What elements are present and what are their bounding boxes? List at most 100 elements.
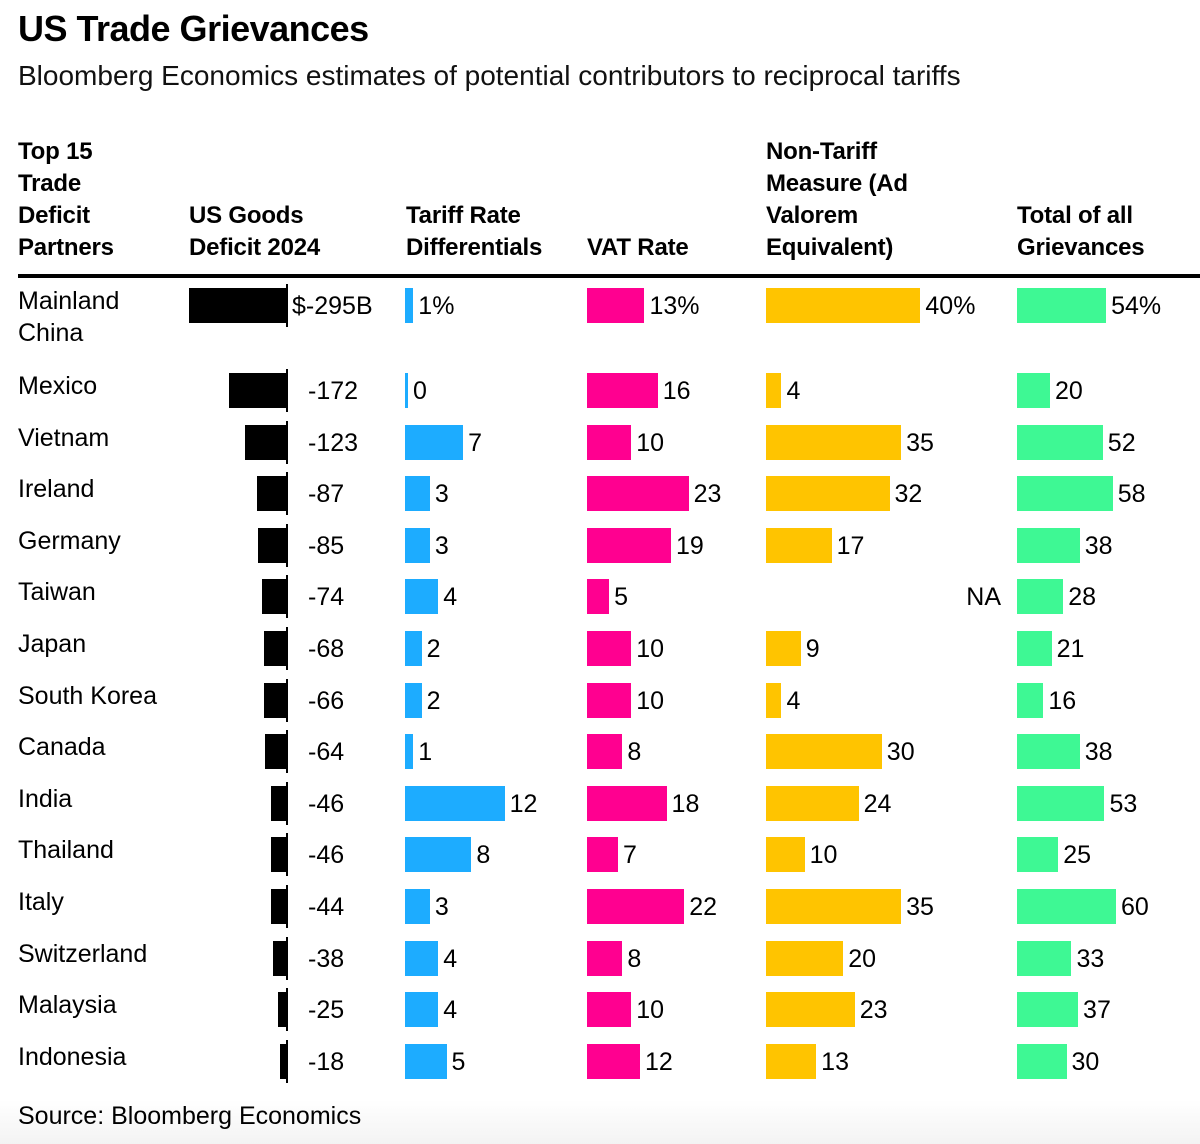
total-bar (1017, 288, 1107, 323)
vat-bar (587, 837, 618, 873)
partner-label: Japan (18, 630, 87, 658)
total-value-label: 33 (1076, 944, 1105, 973)
tariff-value-label: 8 (476, 841, 491, 870)
ntm-bar (766, 1043, 817, 1079)
deficit-axis-line (286, 988, 288, 1032)
vat-bar (587, 682, 632, 718)
total-value-label: 16 (1048, 686, 1077, 715)
total-value-label: 52 (1107, 428, 1136, 457)
deficit-axis-line (286, 936, 288, 980)
deficit-bar (257, 476, 286, 512)
ntm-bar (766, 734, 882, 770)
tariff-value-label: 7 (468, 428, 482, 457)
total-value-label: 38 (1084, 531, 1113, 560)
total-bar (1017, 837, 1059, 873)
ntm-value-label: 4 (786, 377, 801, 405)
tariff-value-label: 4 (443, 583, 458, 612)
header-partner: Top 15 Trade Deficit Partners (18, 138, 114, 261)
partner-label: Taiwan (18, 578, 96, 607)
deficit-bar (277, 992, 286, 1028)
deficit-axis-line (286, 730, 288, 774)
partner-label: South Korea (18, 681, 157, 710)
tariff-bar (405, 424, 464, 460)
partner-label: Indonesia (18, 1042, 127, 1071)
vat-value-label: 18 (671, 789, 700, 818)
vat-bar (587, 940, 623, 976)
total-bar (1017, 940, 1072, 976)
partner-label: Canada (18, 733, 106, 762)
chart-title: US Trade Grievances (18, 8, 369, 49)
deficit-value-label: -123 (308, 428, 359, 457)
total-bar (1017, 527, 1080, 563)
ntm-bar (766, 785, 859, 821)
deficit-bar (270, 785, 286, 821)
deficit-value-label: -46 (308, 789, 345, 818)
deficit-axis-line (286, 472, 288, 516)
tariff-bar (405, 476, 430, 512)
deficit-value-label: $-295B (292, 292, 373, 320)
ntm-bar (766, 682, 782, 718)
deficit-value-label: -46 (308, 841, 345, 870)
tariff-value-label: 4 (443, 944, 458, 973)
total-bar (1017, 476, 1113, 512)
deficit-axis-line (286, 523, 288, 567)
tariff-value-label: 1% (418, 292, 455, 320)
total-bar (1017, 1043, 1067, 1079)
deficit-axis-line (286, 627, 288, 670)
header-total: Total of all Grievances (1017, 202, 1145, 261)
deficit-axis-line (286, 885, 288, 928)
deficit-axis-line (286, 833, 288, 877)
total-value-label: 53 (1109, 789, 1138, 818)
deficit-value-label: -87 (308, 480, 345, 509)
total-value-label: 30 (1071, 1047, 1100, 1076)
total-value-label: 54% (1111, 292, 1162, 320)
total-value-label: 25 (1063, 841, 1092, 870)
total-value-label: 38 (1084, 738, 1113, 767)
ntm-bar (766, 476, 890, 512)
vat-value-label: 5 (614, 583, 628, 612)
ntm-bar (766, 631, 801, 666)
deficit-value-label: -18 (308, 1047, 345, 1076)
vat-value-label: 8 (627, 738, 642, 767)
vat-value-label: 10 (636, 428, 664, 457)
deficit-axis-line (286, 420, 288, 464)
total-bar (1017, 373, 1050, 408)
deficit-bar (263, 631, 286, 666)
deficit-bar (264, 734, 286, 770)
vat-bar (587, 889, 685, 924)
total-bar (1017, 579, 1064, 615)
partner-label: Thailand (18, 836, 114, 865)
vat-bar (587, 373, 658, 408)
ntm-value-label: 40% (925, 292, 976, 320)
deficit-value-label: -85 (308, 531, 345, 560)
deficit-bar (270, 837, 286, 873)
deficit-value-label: -64 (308, 738, 345, 767)
deficit-axis-line (286, 369, 288, 412)
tariff-bar (405, 734, 414, 770)
deficit-axis-line (286, 781, 288, 825)
total-bar (1017, 424, 1103, 460)
vat-value-label: 22 (689, 893, 718, 921)
tariff-bar (405, 837, 472, 873)
tariff-value-label: 0 (413, 377, 427, 405)
ntm-value-label: 4 (786, 686, 801, 715)
tariff-bar (405, 631, 422, 666)
deficit-bar (280, 1043, 286, 1079)
total-value-label: 28 (1068, 583, 1096, 612)
ntm-value-label: 9 (805, 635, 820, 663)
vat-bar (587, 992, 632, 1028)
tariff-value-label: 3 (434, 480, 449, 509)
partner-label: Italy (18, 888, 64, 916)
ntm-value-label: 10 (809, 841, 838, 870)
vat-bar (587, 785, 667, 821)
tariff-bar (405, 785, 505, 821)
tariff-bar (405, 682, 422, 718)
header-tariff: Tariff Rate Differentials (406, 202, 543, 261)
tariff-bar (405, 940, 439, 976)
vat-value-label: 10 (636, 686, 664, 715)
tariff-value-label: 2 (426, 635, 441, 663)
header-deficit: US Goods Deficit 2024 (189, 202, 321, 261)
ntm-value-label: 32 (894, 480, 923, 509)
partner-label: Germany (18, 526, 121, 555)
deficit-bar (188, 288, 286, 323)
